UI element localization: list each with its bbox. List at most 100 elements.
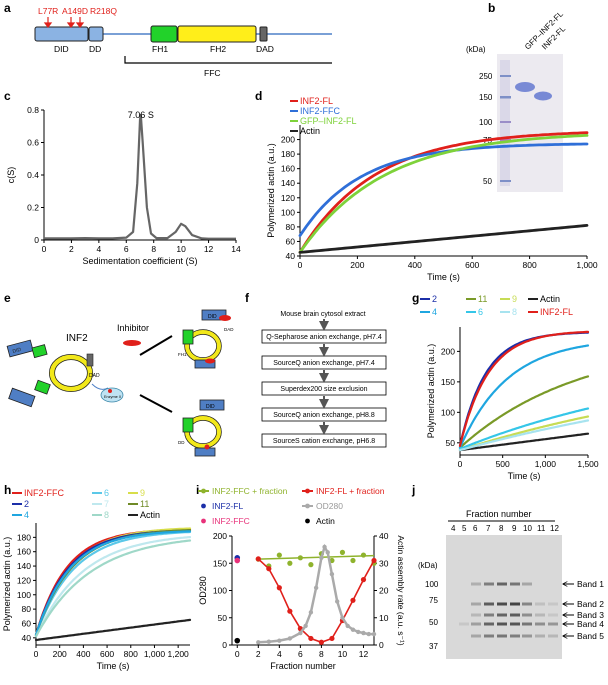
x-tick-label: 800 <box>124 649 138 659</box>
blot-band <box>484 634 494 638</box>
blot-band <box>522 634 532 638</box>
blot-band <box>484 582 494 586</box>
flow-step-5: SourceS cation exchange, pH6.8 <box>273 438 375 445</box>
legend-label: Actin <box>540 294 560 304</box>
legend-label: INF2-FL <box>540 307 573 317</box>
x-axis-label: Time (s) <box>427 272 460 282</box>
legend-label: INF2-FL + fraction <box>316 486 385 496</box>
y-tick-label: 100 <box>17 590 31 600</box>
blot-band <box>471 622 481 626</box>
legend-label: GFP–INF2-FL <box>300 116 357 126</box>
blot-band <box>497 582 507 586</box>
legend-label: 2 <box>24 499 29 509</box>
x-tick-label: 6 <box>124 244 129 254</box>
inhibitor-bound-icon <box>205 358 215 364</box>
marker-j-75: 75 <box>429 596 438 605</box>
chart-g: 0 500 1,000 1,500 50 100 150 200 Time (s) Polymer… <box>420 294 599 481</box>
od280-point <box>298 630 303 636</box>
did-block-lower-icon <box>194 447 216 457</box>
x-tick-label: 14 <box>231 244 241 254</box>
tail-line <box>91 383 109 390</box>
x-tick-label: 200 <box>53 649 67 659</box>
marker-b-250: 250 <box>479 72 493 81</box>
od280-point <box>322 544 327 550</box>
blot-band <box>510 622 520 626</box>
ffc-fraction-point <box>339 549 346 555</box>
y-tick-label: 120 <box>281 193 295 203</box>
legend-label: INF2-FFC + fraction <box>212 486 288 496</box>
y-axis-label: Polymerized actin (a.u.) <box>426 344 436 439</box>
panel-label-b: b <box>488 1 495 15</box>
x-tick-label: 12 <box>359 649 369 659</box>
series-line-INF2-FL <box>298 131 589 254</box>
od280-point <box>340 615 345 620</box>
y-tick-label: 140 <box>281 178 295 188</box>
mutation-arrows <box>43 17 85 28</box>
x-tick-label: 600 <box>100 649 114 659</box>
y-tick-label: 100 <box>281 207 295 217</box>
y-tick-label: 100 <box>441 407 455 417</box>
y-tick-label-right: 40 <box>379 531 389 541</box>
y-axis-label-right: Actin assembly rate (a.u. s⁻¹) <box>396 535 406 645</box>
domain-label-dad: DAD <box>256 44 274 54</box>
y-tick-label: 150 <box>441 377 455 387</box>
inf2-label: INF2 <box>66 333 88 344</box>
flow-step-1: Q-Sepharose anion exchange, pH7.4 <box>266 334 382 341</box>
blot-band <box>497 634 507 638</box>
y-tick-label: 60 <box>22 618 32 628</box>
od280-point <box>325 550 330 555</box>
chart-d: 0 200 400 600 800 1,000 40 60 80 100 120 140 160 180 2… <box>266 96 598 282</box>
x-tick-label: 6 <box>298 649 303 659</box>
y-tick-label: 180 <box>281 149 295 159</box>
y-tick-label-right: 0 <box>379 640 384 650</box>
legend-marker <box>201 503 206 509</box>
blot-title: Fraction number <box>466 509 532 519</box>
y-tick-label-right: 20 <box>379 586 389 596</box>
ffc-fraction-point <box>308 562 314 568</box>
blot-band <box>510 634 520 638</box>
od280-point <box>303 623 308 629</box>
band-label-4: Band 4 <box>577 619 604 629</box>
y-tick-label: 0.8 <box>27 105 39 115</box>
band-label-5: Band 5 <box>577 631 604 641</box>
od280-point <box>287 636 293 641</box>
complex-inhibited-top: DID DAD FH1 <box>178 309 234 369</box>
chart-h: 0 200 400 600 800 1,000 1,200 40 60 80 100 120 140 16… <box>2 488 192 671</box>
series-line-Actin <box>458 432 590 452</box>
ladder-band <box>500 139 511 142</box>
legend-label: Actin <box>140 510 160 520</box>
od280-point <box>256 640 261 645</box>
ffc-fraction-point <box>297 555 303 561</box>
western-blot-j: Fraction number 4 5 6 7 8 9 10 11 12 (kD… <box>418 509 604 659</box>
fh1-block-icon <box>31 344 48 359</box>
blot-band <box>522 602 532 606</box>
mechanism-schematic: INF2 Inhibitor DID DAD Enzyme X DID <box>6 309 234 457</box>
legend-label: 8 <box>104 510 109 520</box>
x-tick-label: 2 <box>69 244 74 254</box>
band-label-2: Band 2 <box>577 599 604 609</box>
did-block-lower-icon <box>8 387 36 408</box>
lane-j-8: 8 <box>499 524 504 533</box>
series-line-GFP–INF2-FL <box>298 134 589 254</box>
series-line-Actin <box>34 618 192 642</box>
domain-diagram: L77R A149D R218Q DID DD FH1 FH2 DAD FFC <box>34 6 332 78</box>
band-label-1: Band 1 <box>577 579 604 589</box>
y-tick-label: 160 <box>281 164 295 174</box>
x-tick-label: 12 <box>204 244 214 254</box>
legend-label: 7 <box>104 499 109 509</box>
ladder-band <box>500 180 511 182</box>
x-axis-label: Time (s) <box>508 471 541 481</box>
fh1-block-lower-icon <box>34 379 51 395</box>
series-line-INF2-FL <box>458 330 590 447</box>
panel-label-f: f <box>245 291 250 305</box>
ladder-band <box>500 121 511 123</box>
lane-j-6: 6 <box>473 524 478 533</box>
series-line-11 <box>458 375 590 449</box>
x-tick-label: 1,000 <box>576 260 598 270</box>
x-axis-label: Sedimentation coefficient (S) <box>83 256 198 266</box>
inf2-fl-fraction-point <box>308 635 314 642</box>
series-line-6 <box>34 530 192 637</box>
x-axis-label: Time (s) <box>97 661 130 671</box>
blot-band <box>522 622 532 626</box>
inf2-fl-fraction-point <box>329 635 335 642</box>
